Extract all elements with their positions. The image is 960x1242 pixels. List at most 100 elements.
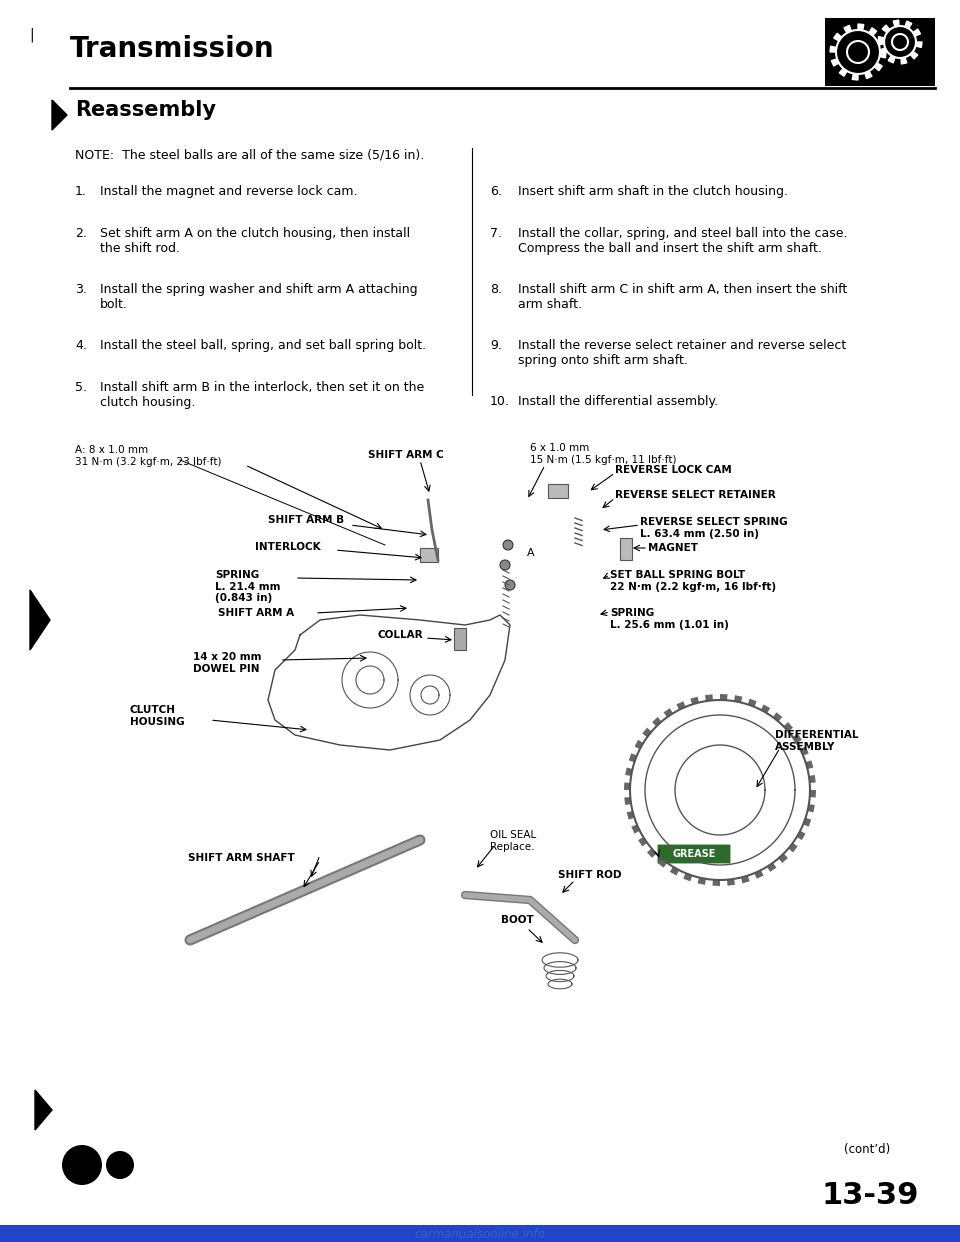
Bar xyxy=(0,1225,960,1242)
Polygon shape xyxy=(797,831,805,840)
Text: carmanualsonline.info: carmanualsonline.info xyxy=(415,1228,545,1242)
Polygon shape xyxy=(632,825,639,833)
Text: COLLAR: COLLAR xyxy=(378,630,423,640)
Text: SHIFT ROD: SHIFT ROD xyxy=(558,869,621,881)
Polygon shape xyxy=(879,52,886,58)
Text: 13-39: 13-39 xyxy=(821,1180,919,1210)
Polygon shape xyxy=(865,71,872,78)
Text: Install shift arm B in the interlock, then set it on the
clutch housing.: Install shift arm B in the interlock, th… xyxy=(100,381,424,409)
Text: Install the steel ball, spring, and set ball spring bolt.: Install the steel ball, spring, and set … xyxy=(100,339,426,351)
Polygon shape xyxy=(690,697,699,704)
Polygon shape xyxy=(783,722,793,732)
Text: (cont’d): (cont’d) xyxy=(844,1144,890,1156)
Polygon shape xyxy=(805,760,813,769)
Polygon shape xyxy=(767,863,777,872)
Text: 4.: 4. xyxy=(75,339,86,351)
Text: 1.: 1. xyxy=(75,185,86,197)
Text: |: | xyxy=(30,29,35,42)
Text: Install the differential assembly.: Install the differential assembly. xyxy=(518,395,718,409)
Polygon shape xyxy=(779,853,788,863)
Text: SPRING
L. 25.6 mm (1.01 in): SPRING L. 25.6 mm (1.01 in) xyxy=(610,609,729,630)
Text: NOTE:  The steel balls are all of the same size (5/16 in).: NOTE: The steel balls are all of the sam… xyxy=(75,148,424,161)
Polygon shape xyxy=(905,21,912,29)
Polygon shape xyxy=(748,699,756,707)
Circle shape xyxy=(106,1151,134,1179)
Text: REVERSE SELECT SPRING
L. 63.4 mm (2.50 in): REVERSE SELECT SPRING L. 63.4 mm (2.50 i… xyxy=(640,517,787,539)
Text: 5.: 5. xyxy=(75,381,87,394)
Circle shape xyxy=(62,1145,102,1185)
Polygon shape xyxy=(879,48,887,55)
Polygon shape xyxy=(663,708,673,717)
Polygon shape xyxy=(793,734,802,743)
FancyBboxPatch shape xyxy=(657,845,731,864)
Text: Set shift arm A on the clutch housing, then install
the shift rod.: Set shift arm A on the clutch housing, t… xyxy=(100,227,410,255)
Bar xyxy=(548,484,568,498)
Polygon shape xyxy=(712,879,720,886)
Text: 2.: 2. xyxy=(75,227,86,240)
Text: Install shift arm C in shift arm A, then insert the shift
arm shaft.: Install shift arm C in shift arm A, then… xyxy=(518,283,848,310)
Polygon shape xyxy=(755,871,763,878)
Polygon shape xyxy=(52,101,67,130)
Text: INTERLOCK: INTERLOCK xyxy=(255,542,321,551)
Polygon shape xyxy=(807,804,815,812)
Polygon shape xyxy=(642,728,652,737)
Text: REVERSE LOCK CAM: REVERSE LOCK CAM xyxy=(615,465,732,474)
Polygon shape xyxy=(624,797,631,805)
Text: 6 x 1.0 mm
15 N·m (1.5 kgf·m, 11 lbf·ft): 6 x 1.0 mm 15 N·m (1.5 kgf·m, 11 lbf·ft) xyxy=(530,443,677,465)
Polygon shape xyxy=(830,46,836,52)
Polygon shape xyxy=(831,58,839,66)
Polygon shape xyxy=(741,876,750,883)
Text: Reassembly: Reassembly xyxy=(75,101,216,120)
Polygon shape xyxy=(773,713,782,722)
Polygon shape xyxy=(809,775,816,782)
Polygon shape xyxy=(629,753,636,763)
Text: Install the spring washer and shift arm A attaching
bolt.: Install the spring washer and shift arm … xyxy=(100,283,418,310)
Text: SET BALL SPRING BOLT
22 N·m (2.2 kgf·m, 16 lbf·ft): SET BALL SPRING BOLT 22 N·m (2.2 kgf·m, … xyxy=(610,570,776,591)
Polygon shape xyxy=(624,782,631,790)
Polygon shape xyxy=(801,746,808,755)
Text: 14 x 20 mm
DOWEL PIN: 14 x 20 mm DOWEL PIN xyxy=(193,652,261,673)
Polygon shape xyxy=(852,73,858,79)
Polygon shape xyxy=(910,51,918,58)
Polygon shape xyxy=(30,590,50,650)
Circle shape xyxy=(503,540,513,550)
Polygon shape xyxy=(698,878,706,884)
Polygon shape xyxy=(647,848,657,858)
Polygon shape xyxy=(878,36,884,42)
Bar xyxy=(420,548,438,561)
Text: CLUTCH
HOUSING: CLUTCH HOUSING xyxy=(130,705,184,727)
Bar xyxy=(825,17,935,86)
Polygon shape xyxy=(858,24,864,31)
Polygon shape xyxy=(684,873,692,882)
Polygon shape xyxy=(839,68,847,76)
Polygon shape xyxy=(35,1090,52,1130)
Polygon shape xyxy=(809,790,816,797)
Polygon shape xyxy=(720,694,728,700)
Polygon shape xyxy=(882,25,890,32)
Polygon shape xyxy=(788,843,798,852)
Text: SHIFT ARM A: SHIFT ARM A xyxy=(218,609,294,619)
Polygon shape xyxy=(677,702,685,710)
Text: MAGNET: MAGNET xyxy=(648,543,698,553)
Text: Install the collar, spring, and steel ball into the case.
Compress the ball and : Install the collar, spring, and steel ba… xyxy=(518,227,848,255)
Polygon shape xyxy=(727,879,735,886)
Text: 3.: 3. xyxy=(75,283,86,296)
Polygon shape xyxy=(875,63,882,71)
Polygon shape xyxy=(901,57,907,63)
Polygon shape xyxy=(705,694,713,700)
Polygon shape xyxy=(670,867,679,876)
Text: Insert shift arm shaft in the clutch housing.: Insert shift arm shaft in the clutch hou… xyxy=(518,185,788,197)
Polygon shape xyxy=(916,42,922,47)
Circle shape xyxy=(505,580,515,590)
Bar xyxy=(454,628,466,650)
Text: SHIFT ARM C: SHIFT ARM C xyxy=(368,450,444,460)
Polygon shape xyxy=(635,740,643,749)
Polygon shape xyxy=(761,704,770,713)
Polygon shape xyxy=(913,29,921,36)
Text: 6.: 6. xyxy=(490,185,502,197)
Text: Transmission: Transmission xyxy=(70,35,275,63)
Text: Install the magnet and reverse lock cam.: Install the magnet and reverse lock cam. xyxy=(100,185,357,197)
Polygon shape xyxy=(888,56,895,63)
Polygon shape xyxy=(833,34,842,41)
Circle shape xyxy=(500,560,510,570)
